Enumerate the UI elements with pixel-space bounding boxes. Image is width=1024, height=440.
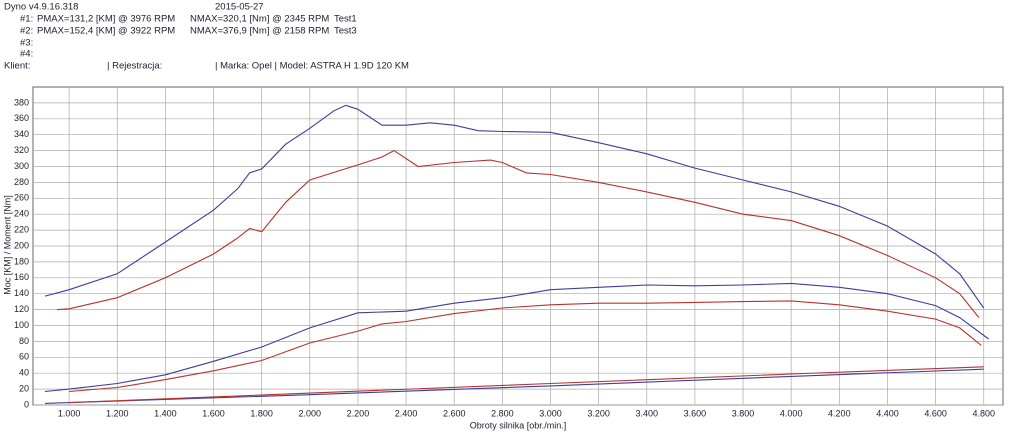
y-tick-label: 60 [19,352,29,362]
curve [44,282,989,393]
x-tick-label: 2.400 [395,408,418,418]
y-tick-label: 20 [19,383,29,393]
x-tick-label: 3.200 [587,408,610,418]
y-tick-label: 280 [14,177,29,187]
y-tick-label: 100 [14,320,29,330]
x-tick-label: 2.800 [491,408,514,418]
y-tick-label: 0 [24,399,29,409]
y-tick-label: 240 [14,209,29,219]
y-tick-label: 220 [14,224,29,234]
y-tick-label: 80 [19,336,29,346]
y-tick-label: 200 [14,240,29,250]
y-tick-label: 320 [14,145,29,155]
y-tick-label: 340 [14,129,29,139]
x-tick-label: 4.600 [924,408,947,418]
vehicle: | Marka: Opel | Model: ASTRA H 1.9D 120 … [215,61,409,72]
y-tick-label: 140 [14,288,29,298]
y-tick-label: 120 [14,304,29,314]
x-tick-label: 1.200 [106,408,129,418]
date: 2015-05-27 [215,2,264,13]
y-tick-label: 40 [19,368,29,378]
run-id: #3: [20,38,33,49]
run-nmax: NMAX=376,9 [Nm] @ 2158 RPM [190,26,329,37]
y-tick-label: 300 [14,161,29,171]
run-id: #1: [20,14,33,25]
x-tick-label: 1.000 [58,408,81,418]
y-tick-label: 360 [14,113,29,123]
x-tick-label: 2.000 [299,408,322,418]
x-tick-label: 3.600 [684,408,707,418]
x-tick-label: 2.200 [347,408,370,418]
x-tick-label: 1.800 [250,408,273,418]
registration-label: | Rejestracja: [107,61,162,72]
x-tick-label: 1.600 [202,408,225,418]
run-name: Test3 [334,26,357,37]
run-id: #2: [20,26,33,37]
x-tick-label: 2.600 [443,408,466,418]
x-tick-label: 3.400 [636,408,659,418]
curve [57,149,980,318]
x-tick-label: 4.000 [780,408,803,418]
run-pmax: PMAX=152,4 [KM] @ 3922 RPM [37,26,175,37]
y-tick-label: 180 [14,256,29,266]
app-version: Dyno v4.9.16.318 [4,2,78,13]
x-tick-label: 4.400 [876,408,899,418]
x-tick-label: 4.800 [972,408,995,418]
curve [44,104,985,309]
y-tick-label: 160 [14,272,29,282]
run-pmax: PMAX=131,2 [KM] @ 3976 RPM [37,14,175,25]
x-axis-label: Obroty silnika [obr./min.] [470,420,567,430]
curve [69,300,982,393]
x-tick-label: 1.400 [154,408,177,418]
x-tick-label: 4.200 [828,408,851,418]
y-tick-label: 260 [14,193,29,203]
y-axis-label: Moc [KM] / Moment [Nm] [2,195,12,295]
x-tick-label: 3.800 [732,408,755,418]
run-nmax: NMAX=320,1 [Nm] @ 2345 RPM [190,14,329,25]
run-name: Test1 [334,14,357,25]
y-tick-label: 380 [14,97,29,107]
curve [69,366,984,404]
curve [44,368,984,404]
run-id: #4: [20,49,33,60]
x-tick-label: 3.000 [539,408,562,418]
client-label: Klient: [4,61,30,72]
